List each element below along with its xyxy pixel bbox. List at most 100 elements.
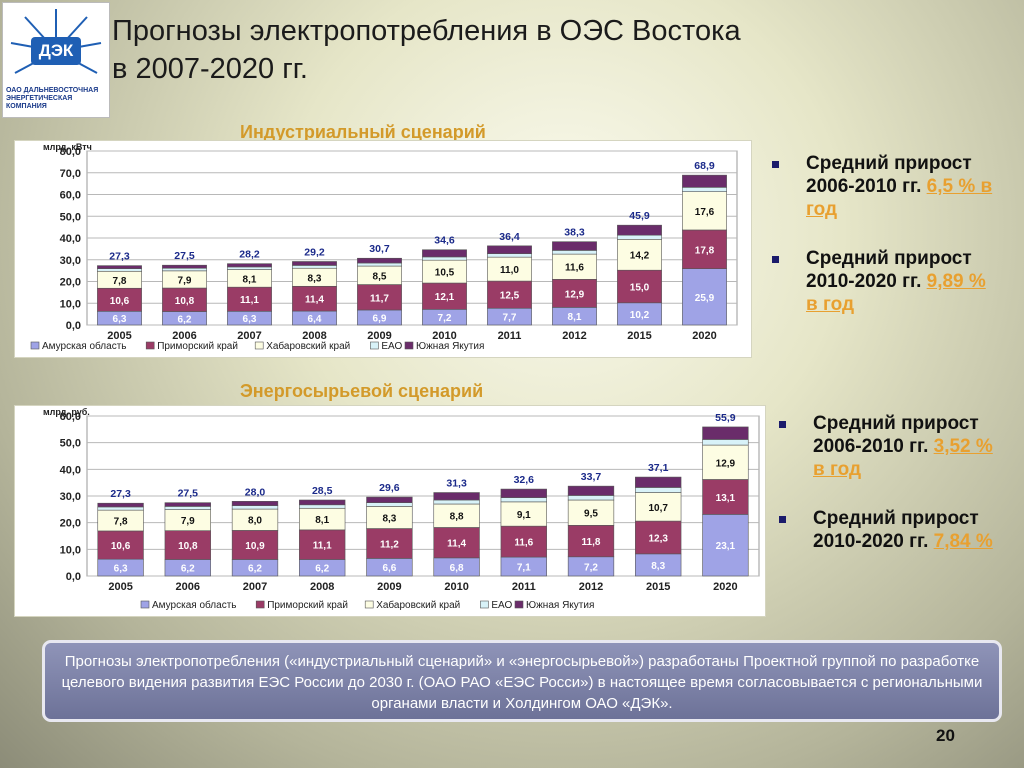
bar-segment [366, 502, 413, 507]
bar-segment [292, 261, 337, 266]
bar-data-label: 11,2 [380, 539, 399, 550]
bar-data-label: 25,9 [695, 293, 715, 304]
bar-data-label: 23,1 [716, 541, 736, 552]
bar-segment [617, 239, 662, 271]
bullet-text: Средний прирост 2006-2010 гг. [813, 413, 979, 457]
bullet-square-icon [772, 161, 779, 168]
y-tick-label: 10,0 [60, 298, 81, 310]
bar-segment [702, 439, 749, 446]
bar-data-label: 6,3 [114, 564, 128, 575]
bar-data-label: 8,8 [450, 512, 464, 523]
bar-data-label: 7,8 [113, 276, 127, 287]
bar-total-label: 30,7 [369, 243, 390, 255]
bullet-value: 7,84 % [933, 531, 993, 552]
x-tick-label: 2020 [692, 330, 716, 342]
x-tick-label: 2008 [302, 330, 326, 342]
x-tick-label: 2012 [579, 581, 603, 593]
bar-data-label: 7,2 [584, 562, 598, 573]
legend-label: Хабаровский край [266, 340, 350, 352]
bar-data-label: 7,1 [517, 563, 531, 574]
bar-data-label: 8,3 [382, 513, 396, 524]
logo-caption: ОАО Дальневосточная энергетическая компа… [6, 87, 99, 110]
x-tick-label: 2008 [310, 581, 334, 593]
x-tick-label: 2006 [172, 330, 196, 342]
y-tick-label: 20,0 [60, 518, 81, 530]
bar-segment [97, 530, 144, 560]
legend-swatch [480, 600, 489, 609]
bar-segment [567, 485, 615, 496]
bullet-square-icon [779, 516, 786, 523]
bullet-square-icon [772, 256, 779, 263]
bullet-value: 9,89 % в год [806, 271, 986, 315]
bar-segment [487, 253, 532, 258]
y-tick-label: 80,0 [60, 146, 81, 158]
bar-segment [422, 256, 467, 261]
bar-segment [231, 505, 279, 510]
bar-data-label: 11,0 [500, 265, 519, 276]
bar-total-label: 36,4 [499, 231, 520, 243]
legend-swatch [514, 600, 524, 609]
legend-label: Приморский край [157, 341, 238, 352]
bar-segment [292, 265, 337, 269]
title-line-1: Прогнозы электропотребления в ОЭС Восток… [112, 15, 741, 47]
bar-data-label: 7,9 [181, 516, 195, 527]
bar-data-label: 10,6 [110, 296, 130, 307]
bar-data-label: 12,9 [565, 289, 585, 300]
chart-industrial: 0,0 10,0 20,0 30,0 40,0 50,0 60,0 70,0 80,0млрд.… [30, 142, 738, 352]
bar-data-label: 17,8 [695, 245, 715, 256]
bar-total-label: 28,2 [239, 249, 260, 261]
bar-total-label: 45,9 [629, 210, 650, 222]
x-tick-label: 2011 [512, 581, 536, 593]
legend-swatch [370, 341, 379, 350]
bar-segment [500, 497, 547, 503]
bar-segment [97, 506, 144, 511]
bar-data-label: 6,4 [308, 314, 322, 325]
page-number: 20 [936, 726, 955, 745]
bar-total-label: 27,5 [178, 488, 199, 500]
bar-total-label: 29,6 [379, 482, 400, 494]
legend-swatch [145, 341, 155, 350]
bar-segment [97, 502, 144, 508]
bar-data-label: 8,1 [243, 274, 257, 285]
bar-data-label: 14,2 [630, 251, 650, 262]
bullet-item: Средний прирост 2010-2020 гг. 9,89 % в г… [768, 247, 998, 316]
bar-data-label: 7,8 [114, 517, 128, 528]
bar-segment [500, 525, 547, 558]
y-tick-label: 60,0 [60, 411, 81, 423]
bar-segment [357, 257, 402, 264]
bar-total-label: 32,6 [514, 474, 535, 486]
bar-segment [635, 487, 682, 493]
bullet-item: Средний прирост 2010-2020 гг. 7,84 % [775, 507, 1005, 553]
bullet-text: Средний прирост 2006-2010 гг. [806, 153, 972, 197]
bar-segment [500, 488, 547, 498]
x-tick-label: 2007 [243, 581, 267, 593]
bar-data-label: 10,6 [111, 541, 131, 552]
y-tick-label: 30,0 [60, 255, 81, 267]
bar-data-label: 8,3 [651, 561, 665, 572]
bar-data-label: 12,1 [435, 292, 455, 303]
bar-segment [366, 496, 413, 503]
bar-segment [682, 229, 727, 269]
legend-swatch [364, 600, 374, 609]
bullet-text: Средний прирост 2010-2020 гг. [806, 248, 972, 292]
chart-industrial-box: 0,0 10,0 20,0 30,0 40,0 50,0 60,0 70,0 80,0 млрд.… [14, 140, 752, 358]
scenario-title-industrial: Индустриальный сценарий [240, 122, 486, 142]
bar-segment [162, 267, 207, 272]
bar-total-label: 31,3 [446, 478, 467, 490]
bar-data-label: 17,6 [695, 207, 715, 218]
scenario-title-raw-materials: Энергосырьевой сценарий [240, 381, 484, 401]
x-tick-label: 2010 [444, 581, 468, 593]
legend-swatch [404, 341, 414, 350]
bar-segment [567, 499, 615, 526]
x-tick-label: 2015 [646, 581, 670, 593]
y-tick-label: 0,0 [66, 320, 81, 332]
bullet-value: 6,5 % в год [806, 176, 993, 220]
x-tick-label: 2012 [562, 330, 586, 342]
bar-data-label: 7,7 [503, 313, 517, 324]
y-axis-label: млрд. руб. [43, 407, 90, 417]
bar-data-label: 6,2 [178, 314, 192, 325]
bullet-item: Средний прирост 2006-2010 гг. 6,5 % в го… [768, 152, 998, 221]
bar-segment [357, 284, 402, 311]
bar-total-label: 27,3 [109, 251, 130, 263]
bar-data-label: 11,1 [313, 541, 332, 552]
